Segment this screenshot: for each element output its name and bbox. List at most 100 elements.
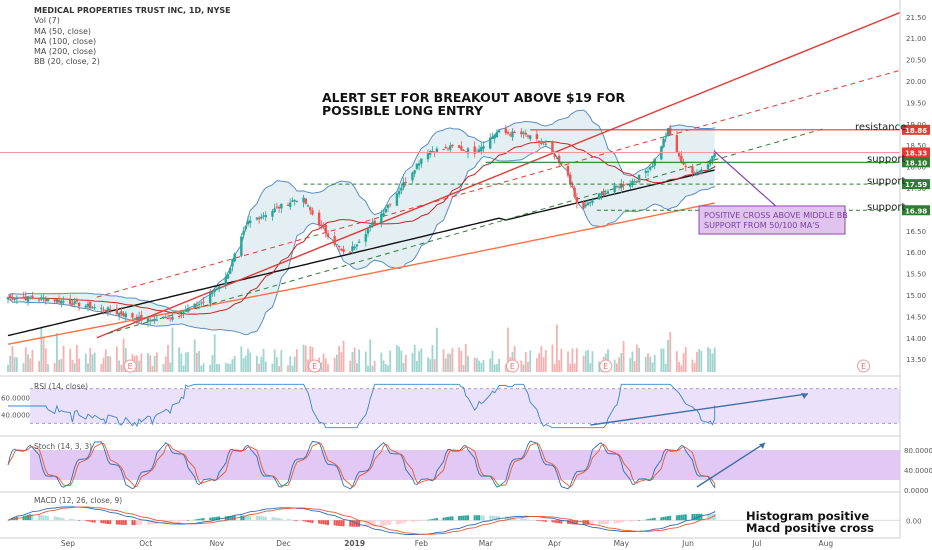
volume-bar — [335, 354, 338, 372]
volume-bar — [555, 324, 558, 372]
callout-pointer — [714, 151, 779, 209]
macd-histogram-bar — [431, 518, 434, 521]
candle-body — [466, 148, 470, 154]
candle-body — [155, 319, 159, 321]
macd-histogram-bar — [553, 520, 556, 523]
macd-histogram-bar — [262, 516, 265, 521]
support-label-1: support — [867, 154, 905, 165]
candle-body — [140, 314, 143, 321]
candle-body — [404, 181, 407, 183]
macd-histogram-bar — [522, 518, 525, 521]
candle-body — [280, 203, 283, 209]
price-tag — [902, 179, 930, 190]
volume-bar — [629, 358, 632, 372]
macd-histogram-bar — [135, 520, 138, 526]
macd-histogram-bar — [478, 515, 481, 521]
volume-bar — [24, 347, 27, 372]
candle-body — [489, 137, 492, 149]
price-levels — [0, 129, 900, 211]
candle-body — [102, 309, 105, 311]
macd-histogram-bar — [480, 515, 483, 521]
macd-histogram-bar — [395, 520, 398, 525]
volume-bar — [389, 350, 392, 372]
candle-body — [397, 191, 401, 195]
candle-body — [15, 297, 19, 300]
volume-bar — [153, 355, 156, 372]
volume-bar — [433, 359, 436, 372]
volume-bar — [209, 364, 212, 372]
candle-body — [9, 295, 12, 297]
price-tag-label: 16.98 — [905, 207, 927, 215]
macd-histogram-bar — [582, 520, 585, 525]
macd-histogram-bar — [240, 515, 243, 521]
candle-body — [122, 313, 125, 317]
macd-histogram-bar — [40, 514, 43, 521]
volume-bar — [289, 356, 292, 372]
candle-body — [591, 200, 594, 203]
macd-histogram-bar — [520, 518, 523, 521]
volume-bar — [384, 363, 387, 372]
candle-body — [602, 192, 605, 196]
volume-bar — [553, 363, 556, 372]
volume-bar — [29, 358, 32, 372]
candle-body — [262, 215, 265, 217]
candle-body — [217, 286, 221, 289]
macd-histogram-bar — [115, 520, 118, 525]
macd-histogram-bar — [622, 520, 625, 523]
volume-bar — [309, 346, 312, 372]
macd-histogram-bar — [340, 520, 343, 527]
legend-bb: BB (20, close, 2) — [34, 57, 100, 67]
alert-text-line-2: POSSIBLE LONG ENTRY — [322, 103, 484, 118]
volume-bar — [587, 349, 589, 372]
volume-bar — [255, 355, 258, 372]
macd-histogram-bar — [320, 520, 323, 524]
macd-histogram-bar — [271, 517, 274, 521]
volume-bar — [140, 353, 143, 372]
volume-bar — [535, 358, 538, 372]
candle-body — [442, 149, 445, 151]
candle-body — [211, 292, 214, 294]
macd-histogram-bar — [178, 520, 181, 522]
volume-bar — [287, 365, 289, 372]
candle-body — [37, 299, 41, 301]
stoch-trend-arrow — [696, 442, 766, 488]
volume-bar — [169, 362, 172, 372]
candle-body — [520, 131, 523, 135]
volume-bar — [653, 354, 656, 372]
macd-histogram-bar — [109, 520, 112, 525]
candle-body — [77, 302, 81, 307]
volume-bar — [711, 353, 714, 372]
stoch-tick-label: 80.0000 — [904, 447, 932, 455]
volume-bar — [638, 347, 641, 372]
candle-body — [386, 204, 390, 208]
candle-body — [695, 174, 699, 176]
volume-bar — [167, 344, 169, 372]
macd-histogram-bar — [667, 516, 669, 521]
macd-histogram-bar — [411, 520, 414, 523]
price-tick-label: 20.50 — [906, 57, 926, 65]
macd-histogram-bar — [631, 520, 634, 522]
macd-histogram-bar — [504, 516, 507, 521]
candle-body — [246, 220, 250, 225]
candle-body — [293, 200, 296, 202]
candle-body — [635, 181, 639, 183]
volume-bar — [540, 346, 543, 372]
volume-bar — [380, 352, 383, 372]
macd-histogram-bar — [373, 520, 376, 527]
macd-histogram-bar — [171, 520, 174, 523]
volume-bar — [342, 340, 345, 372]
candle-body — [426, 153, 430, 160]
candle-body — [369, 224, 372, 228]
volume-bar — [635, 344, 638, 372]
volume-bar — [171, 327, 174, 372]
volume-bar — [464, 344, 467, 372]
volume-bar — [187, 352, 189, 372]
volume-bar — [60, 358, 63, 372]
macd-histogram-bar — [587, 520, 589, 525]
candle-body — [164, 316, 167, 319]
macd-histogram-bar — [400, 520, 403, 524]
candle-body — [44, 299, 47, 302]
candle-body — [600, 193, 603, 196]
volume-bar — [682, 353, 685, 372]
